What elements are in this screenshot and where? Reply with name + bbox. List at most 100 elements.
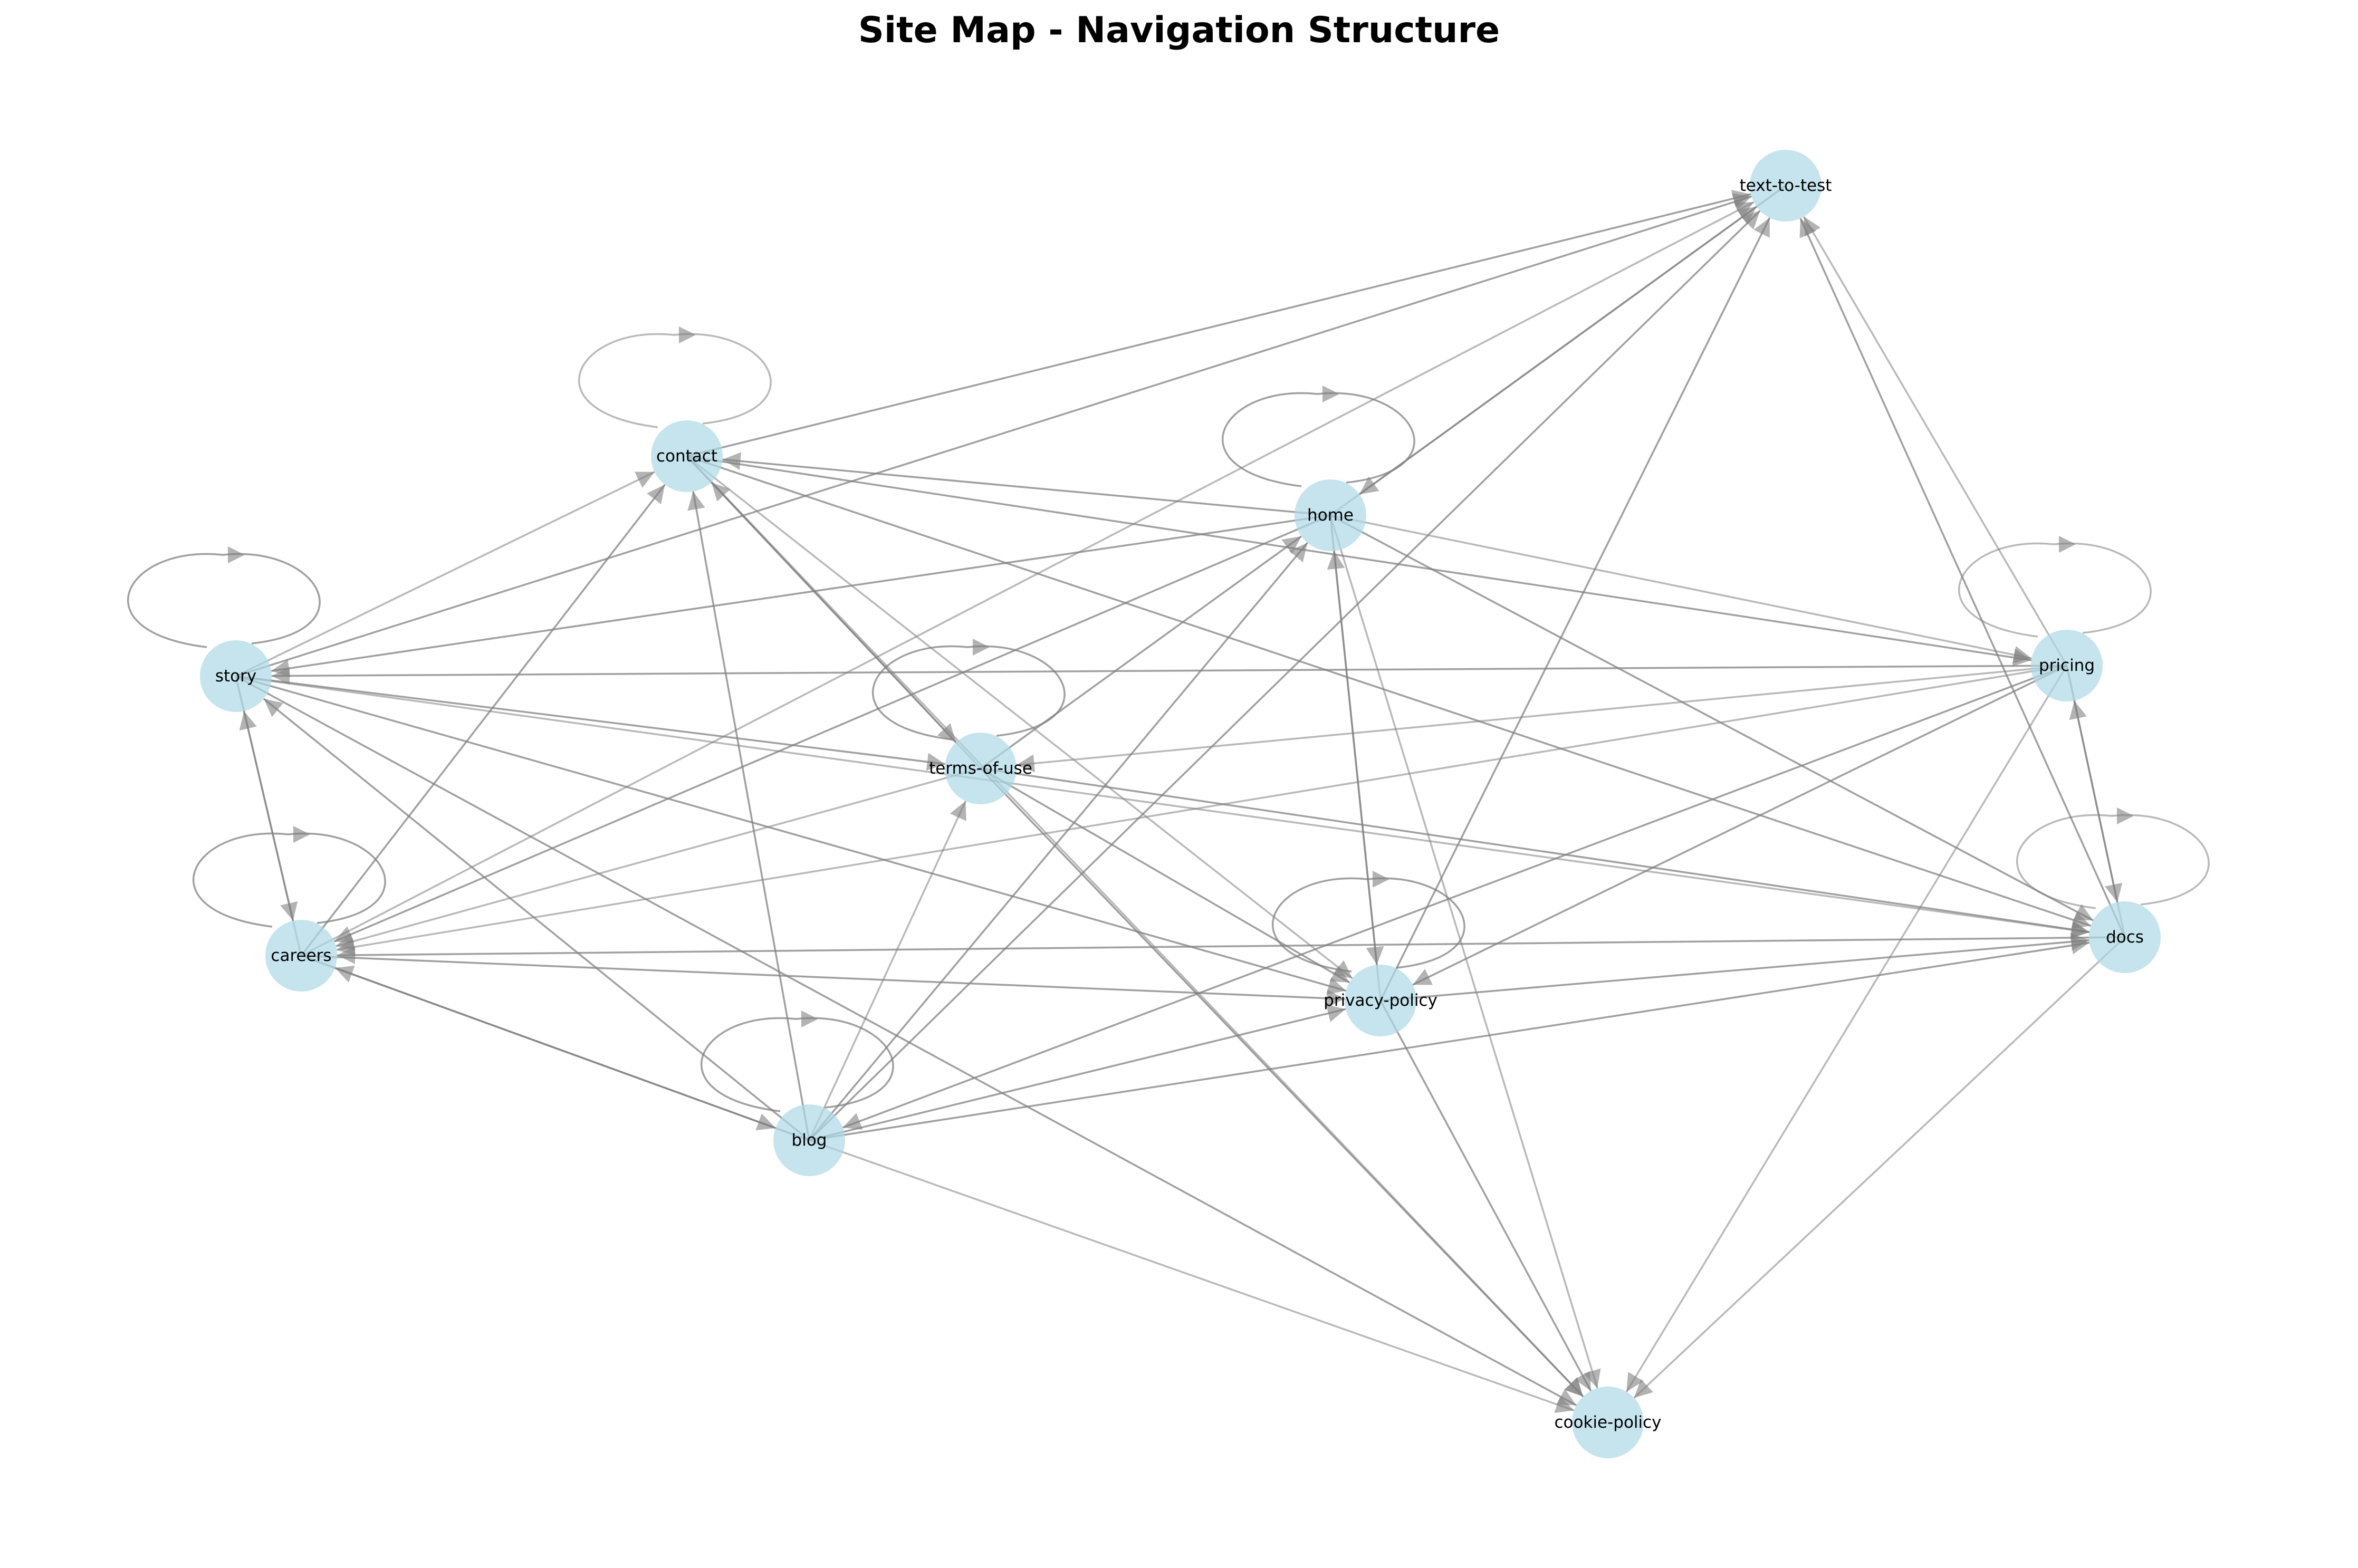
node-label: text-to-test	[1740, 176, 1832, 195]
self-loop-arrow-careers	[293, 826, 310, 843]
edge-pricing-to-careers	[336, 665, 2067, 956]
edge-home-to-docs	[1330, 514, 2094, 921]
node-label: docs	[2106, 928, 2144, 947]
node-circle	[1572, 1387, 1644, 1458]
node-blog[interactable]: blog	[773, 1104, 845, 1176]
edge-careers-to-careers	[192, 832, 386, 928]
edge-docs-to-text-to-test	[1799, 218, 2126, 938]
edge-story-to-contact	[235, 471, 655, 677]
edge-blog-to-story	[263, 698, 810, 1141]
edge-privacy-policy-to-home	[1327, 551, 1382, 1001]
edge-careers-to-story	[239, 710, 302, 956]
edge-blog-to-careers	[334, 965, 810, 1141]
edge-docs-to-pricing	[2069, 700, 2126, 938]
node-circle	[1295, 479, 1366, 551]
node-label: terms-of-use	[929, 759, 1032, 778]
edge-pricing-to-text-to-test	[1803, 216, 2068, 666]
edge-terms-of-use-to-docs	[980, 767, 2089, 938]
edge-blog-to-text-to-test	[808, 210, 1761, 1141]
edge-careers-to-privacy-policy	[301, 955, 1345, 1007]
node-text-to-test[interactable]: text-to-test	[1740, 150, 1832, 222]
node-circle	[1345, 965, 1416, 1036]
self-loop-arrow-home	[1322, 386, 1339, 402]
node-label: contact	[656, 447, 717, 466]
page-title: Site Map - Navigation Structure	[858, 9, 1500, 51]
node-circle	[2031, 630, 2103, 701]
edge-privacy-policy-to-text-to-test	[1379, 217, 1771, 1001]
edge-home-to-cookie-policy	[1329, 515, 1601, 1389]
edge-contact-to-privacy-policy	[686, 455, 1353, 979]
edge-privacy-policy-to-docs	[1380, 932, 2089, 1002]
edge-blog-to-home	[808, 542, 1308, 1141]
edge-pricing-to-terms-of-use	[1016, 665, 2067, 773]
self-loop-arrow-privacy-policy	[1373, 871, 1389, 888]
self-loop-arrow-docs	[2117, 807, 2134, 824]
node-circle	[1750, 150, 1822, 222]
edge-terms-of-use-to-terms-of-use	[871, 645, 1066, 740]
edge-story-to-cookie-policy	[235, 675, 1577, 1407]
node-circle	[945, 733, 1017, 804]
edge-terms-of-use-to-home	[980, 535, 1302, 769]
edge-blog-to-terms-of-use	[808, 801, 967, 1141]
edge-careers-to-text-to-test	[301, 201, 1755, 957]
edge-home-to-pricing	[1330, 514, 2032, 664]
node-docs[interactable]: docs	[2089, 901, 2161, 973]
edge-pricing-to-privacy-policy	[1412, 665, 2067, 986]
node-home[interactable]: home	[1295, 479, 1366, 551]
edge-careers-to-contact	[300, 484, 666, 957]
node-label: pricing	[2039, 656, 2095, 675]
edge-home-to-story	[271, 514, 1331, 677]
edge-home-to-home	[1221, 392, 1415, 487]
edge-story-to-docs	[235, 675, 2089, 939]
self-loop-arrow-pricing	[2059, 536, 2076, 553]
edge-blog-to-contact	[687, 491, 810, 1141]
node-story[interactable]: story	[200, 640, 272, 712]
node-circle	[773, 1104, 845, 1176]
node-cookie-policy[interactable]: cookie-policy	[1554, 1387, 1662, 1458]
edge-contact-to-text-to-test	[686, 189, 1751, 457]
edge-story-to-text-to-test	[235, 193, 1752, 677]
node-circle	[265, 920, 337, 992]
node-layer: text-to-test contact home story pricing terms…	[200, 150, 2161, 1458]
self-loop-arrow-contact	[679, 326, 696, 343]
node-privacy-policy[interactable]: privacy-policy	[1324, 965, 1437, 1036]
edge-pricing-to-cookie-policy	[1625, 665, 2068, 1392]
edge-terms-of-use-to-privacy-policy	[980, 767, 1350, 984]
edge-blog-to-docs	[809, 936, 2090, 1141]
edge-blog-to-privacy-policy	[809, 1004, 1346, 1141]
edge-contact-to-contact	[578, 333, 772, 428]
edge-story-to-privacy-policy	[235, 675, 1347, 995]
node-pricing[interactable]: pricing	[2031, 630, 2103, 701]
node-contact[interactable]: contact	[651, 420, 723, 492]
edge-pricing-to-blog	[842, 665, 2067, 1130]
edge-text-to-test-to-home	[1359, 185, 1787, 495]
self-loop-arrow-story	[228, 546, 245, 563]
edge-terms-of-use-to-careers	[336, 767, 981, 950]
node-careers[interactable]: careers	[265, 920, 337, 992]
edge-pricing-to-pricing	[1958, 542, 2152, 638]
node-circle	[200, 640, 272, 712]
edge-privacy-policy-to-cookie-policy	[1379, 1000, 1592, 1391]
node-label: privacy-policy	[1324, 991, 1437, 1010]
node-label: blog	[792, 1131, 827, 1150]
node-circle	[651, 420, 723, 492]
edge-terms-of-use-to-cookie-policy	[980, 767, 1584, 1398]
edge-docs-to-careers	[337, 936, 2125, 964]
edge-contact-to-docs	[686, 455, 2092, 929]
node-label: careers	[271, 946, 331, 965]
edge-docs-to-docs	[2016, 814, 2210, 909]
self-loop-arrow-blog	[801, 1011, 818, 1027]
self-loop-arrow-terms-of-use	[973, 639, 990, 656]
edge-home-to-contact	[722, 452, 1331, 516]
edge-docs-to-cookie-policy	[1633, 936, 2126, 1399]
node-label: home	[1307, 506, 1354, 525]
edge-pricing-to-story	[271, 665, 2067, 685]
node-terms-of-use[interactable]: terms-of-use	[929, 733, 1032, 804]
node-circle	[2089, 901, 2161, 973]
node-label: cookie-policy	[1554, 1413, 1661, 1432]
edge-layer	[127, 185, 2210, 1413]
edge-contact-to-pricing	[686, 455, 2032, 667]
edge-blog-to-blog	[700, 1017, 894, 1112]
edge-blog-to-cookie-policy	[809, 1139, 1575, 1413]
